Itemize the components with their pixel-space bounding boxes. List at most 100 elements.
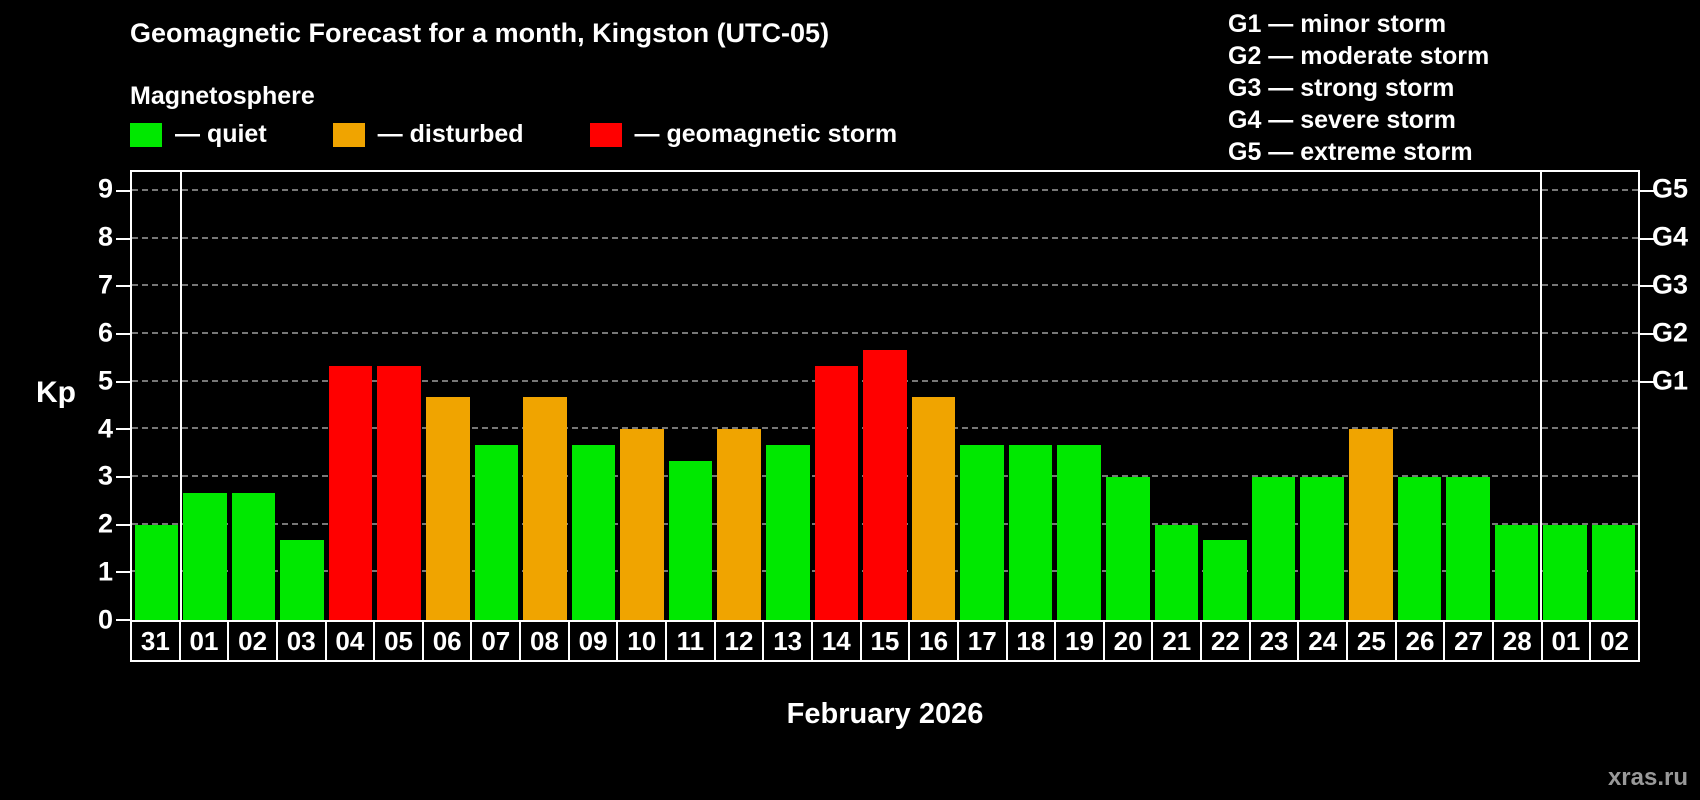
left-tick-kp-5 (116, 380, 130, 383)
kp-bar-08 (523, 397, 567, 620)
chart-legend: — quiet — disturbed — geomagnetic storm (130, 120, 963, 149)
legend-label-quiet: — quiet (175, 120, 267, 148)
left-tick-kp-6 (116, 333, 130, 336)
right-axis-g-labels: G1 G2 G3 G4 G5 (1652, 170, 1698, 620)
bar-slot (1589, 172, 1638, 620)
kp-bar-31 (134, 524, 179, 620)
bar-slot (861, 172, 910, 620)
day-label-cell: 12 (716, 622, 765, 660)
day-label-cell: 11 (667, 622, 716, 660)
bar-slot (229, 172, 278, 620)
bars-layer (132, 172, 1638, 620)
legend-label-storm: — geomagnetic storm (634, 120, 898, 148)
day-label-cell: 05 (375, 622, 424, 660)
kp-bar-27 (1446, 477, 1490, 620)
y-tick-label-2: 2 (97, 508, 113, 539)
storm-scale-legend: G1 — minor storm G2 — moderate storm G3 — … (1228, 8, 1489, 168)
bar-slot (1201, 172, 1250, 620)
kp-bar-17 (960, 445, 1004, 620)
kp-bar-11 (668, 461, 713, 620)
bar-slot (1492, 172, 1541, 620)
day-label-cell: 27 (1445, 622, 1494, 660)
left-tick-kp-7 (116, 285, 130, 288)
bar-slot (1298, 172, 1347, 620)
kp-bar-14 (814, 365, 859, 620)
kp-bar-02 (231, 492, 276, 620)
month-boundary-line (179, 172, 182, 620)
kp-bar-02 (1591, 524, 1636, 620)
bar-slot (1444, 172, 1493, 620)
day-label-cell: 18 (1008, 622, 1057, 660)
day-label-cell: 17 (959, 622, 1008, 660)
kp-bar-19 (1057, 445, 1102, 620)
bar-slot (472, 172, 521, 620)
watermark: xras.ru (1607, 764, 1688, 791)
day-label-cell: 09 (570, 622, 619, 660)
kp-bar-24 (1300, 477, 1344, 620)
month-boundary-line (1539, 172, 1542, 620)
left-tick-kp-9 (116, 190, 130, 193)
day-label-cell: 13 (764, 622, 813, 660)
left-tick-kp-8 (116, 237, 130, 240)
chart-title: Geomagnetic Forecast for a month, Kingst… (130, 18, 830, 48)
day-label-cell: 01 (1543, 622, 1592, 660)
kp-bar-01 (1543, 524, 1587, 620)
y-tick-label-0: 0 (97, 604, 113, 635)
y-axis-title: Kp (36, 376, 76, 409)
day-label-cell: 03 (278, 622, 327, 660)
y-tick-label-7: 7 (97, 269, 113, 300)
gridline-kp-9 (132, 189, 1638, 192)
g-label-G4: G4 (1652, 221, 1689, 252)
kp-bar-16 (911, 397, 956, 620)
bar-slot (1346, 172, 1395, 620)
right-tick-G1 (1640, 380, 1654, 383)
kp-bar-23 (1251, 477, 1296, 620)
bar-slot (1152, 172, 1201, 620)
bar-slot (812, 172, 861, 620)
kp-bar-18 (1008, 445, 1053, 620)
plot-area (116, 170, 1654, 621)
y-tick-label-9: 9 (97, 173, 113, 204)
left-tick-kp-3 (116, 476, 130, 479)
bar-slot (375, 172, 424, 620)
day-label-cell: 25 (1348, 622, 1397, 660)
day-label-cell: 06 (424, 622, 473, 660)
storm-scale-item-g5: G5 — extreme storm (1228, 138, 1473, 166)
bar-slot (666, 172, 715, 620)
left-tick-kp-2 (116, 523, 130, 526)
right-tick-G3 (1640, 285, 1654, 288)
y-tick-label-4: 4 (97, 413, 113, 444)
day-label-cell: 02 (1600, 625, 1629, 656)
storm-scale-item-g1: G1 — minor storm (1228, 10, 1447, 38)
kp-bar-07 (474, 445, 519, 620)
kp-bar-03 (280, 540, 324, 620)
right-tick-G5 (1640, 190, 1654, 193)
bar-slot (618, 172, 667, 620)
y-tick-label-3: 3 (97, 460, 113, 491)
bar-slot (278, 172, 327, 620)
bar-slot (181, 172, 230, 620)
disturbed-color-swatch-icon (332, 122, 365, 147)
day-label-cell: 21 (1153, 622, 1203, 660)
bar-slot (1395, 172, 1444, 620)
g-label-G2: G2 (1652, 317, 1689, 348)
kp-bar-01 (183, 492, 227, 620)
storm-scale-item-g2: G2 — moderate storm (1228, 42, 1490, 70)
day-label-cell: 26 (1397, 622, 1446, 660)
y-tick-label-1: 1 (97, 556, 113, 587)
kp-bar-06 (425, 397, 470, 620)
day-label-cell: 16 (910, 622, 959, 660)
kp-bar-15 (863, 349, 907, 620)
kp-bar-09 (571, 445, 616, 620)
bar-slot (715, 172, 764, 620)
quiet-color-swatch-icon (130, 122, 162, 147)
bar-slot (1249, 172, 1298, 620)
bar-slot (764, 172, 813, 620)
legend-item-disturbed: — disturbed (332, 120, 524, 149)
bar-slot (132, 172, 181, 620)
y-tick-label-8: 8 (97, 221, 113, 252)
g-label-G1: G1 (1652, 365, 1689, 396)
g-label-G3: G3 (1652, 269, 1689, 300)
day-label-cell: 15 (862, 622, 911, 660)
